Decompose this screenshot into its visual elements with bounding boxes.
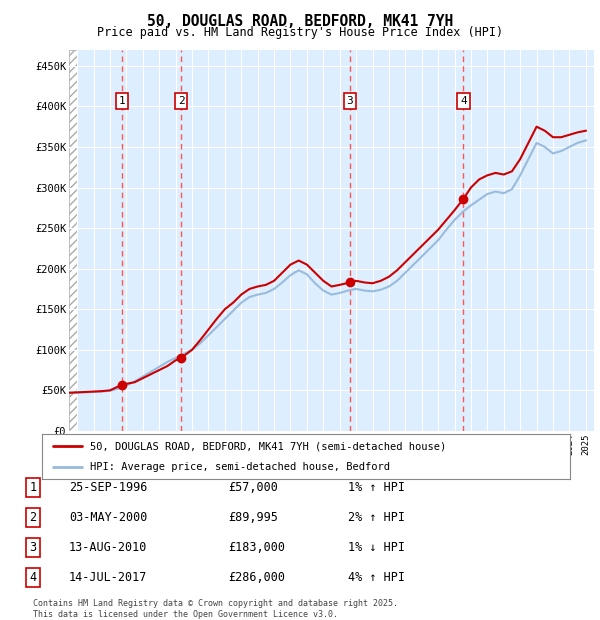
Text: 50, DOUGLAS ROAD, BEDFORD, MK41 7YH (semi-detached house): 50, DOUGLAS ROAD, BEDFORD, MK41 7YH (sem…	[89, 441, 446, 451]
Text: HPI: Average price, semi-detached house, Bedford: HPI: Average price, semi-detached house,…	[89, 463, 389, 472]
Text: 4: 4	[460, 96, 467, 106]
Text: £89,995: £89,995	[228, 512, 278, 524]
Text: 2% ↑ HPI: 2% ↑ HPI	[348, 512, 405, 524]
Text: 2: 2	[178, 96, 185, 106]
Text: 50, DOUGLAS ROAD, BEDFORD, MK41 7YH: 50, DOUGLAS ROAD, BEDFORD, MK41 7YH	[147, 14, 453, 29]
Text: 1% ↓ HPI: 1% ↓ HPI	[348, 541, 405, 554]
Text: 3: 3	[347, 96, 353, 106]
Text: 03-MAY-2000: 03-MAY-2000	[69, 512, 148, 524]
Text: £183,000: £183,000	[228, 541, 285, 554]
Text: 1: 1	[29, 482, 37, 494]
Text: 3: 3	[29, 541, 37, 554]
Text: 14-JUL-2017: 14-JUL-2017	[69, 571, 148, 583]
Text: £286,000: £286,000	[228, 571, 285, 583]
Bar	[69, 50, 77, 431]
Text: 1% ↑ HPI: 1% ↑ HPI	[348, 482, 405, 494]
Text: £57,000: £57,000	[228, 482, 278, 494]
Text: 4: 4	[29, 571, 37, 583]
Text: 2: 2	[29, 512, 37, 524]
Text: Price paid vs. HM Land Registry's House Price Index (HPI): Price paid vs. HM Land Registry's House …	[97, 26, 503, 39]
Text: 4% ↑ HPI: 4% ↑ HPI	[348, 571, 405, 583]
Text: Contains HM Land Registry data © Crown copyright and database right 2025.
This d: Contains HM Land Registry data © Crown c…	[33, 600, 398, 619]
Text: 25-SEP-1996: 25-SEP-1996	[69, 482, 148, 494]
Text: 1: 1	[119, 96, 125, 106]
Text: 13-AUG-2010: 13-AUG-2010	[69, 541, 148, 554]
